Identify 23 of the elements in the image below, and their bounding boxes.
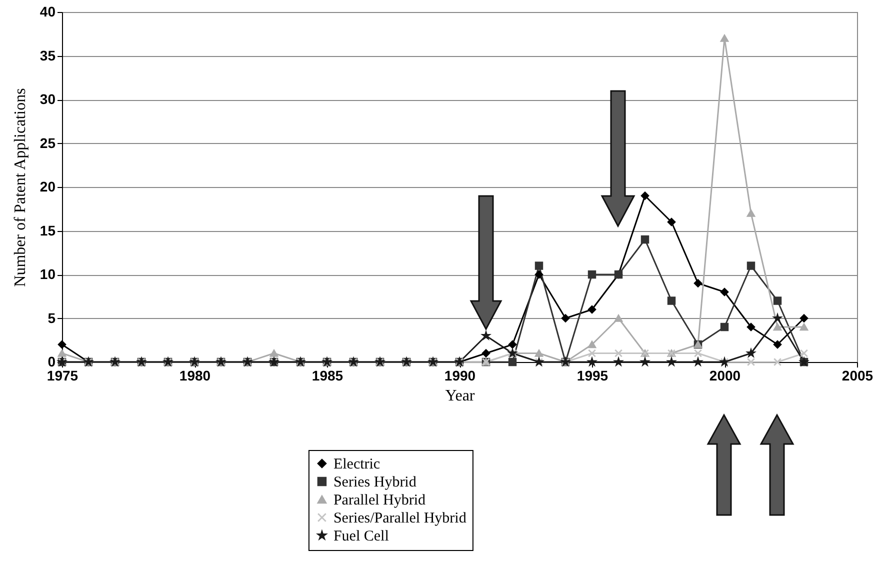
y-tick-label: 40 (40, 4, 56, 20)
x-tick-label: 1995 (576, 368, 608, 384)
legend-label: Series Hybrid (333, 474, 417, 490)
x-axis-title: Year (445, 388, 476, 404)
y-tick-label: 20 (40, 178, 56, 194)
x-tick-label: 1990 (444, 368, 476, 384)
y-tick-label: 5 (48, 310, 56, 326)
legend-label: Parallel Hybrid (333, 492, 426, 508)
y-tick-label: 0 (48, 354, 56, 370)
legend-label: Fuel Cell (333, 528, 389, 544)
x-tick-label: 1975 (46, 368, 78, 384)
legend-label: Electric (333, 456, 380, 472)
x-tick-label: 2000 (709, 368, 741, 384)
x-tick-label: 1985 (312, 368, 344, 384)
y-axis-title: Number of Patent Applications (12, 88, 29, 287)
y-tick-label: 10 (40, 266, 56, 282)
y-tick-label: 30 (40, 91, 56, 107)
y-tick-label: 35 (40, 47, 56, 64)
legend-label: Series/Parallel Hybrid (333, 510, 467, 526)
y-tick-label: 25 (40, 134, 56, 151)
x-tick-label: 1980 (179, 368, 211, 384)
y-tick-label: 15 (40, 222, 56, 238)
x-tick-label: 2005 (842, 368, 874, 384)
